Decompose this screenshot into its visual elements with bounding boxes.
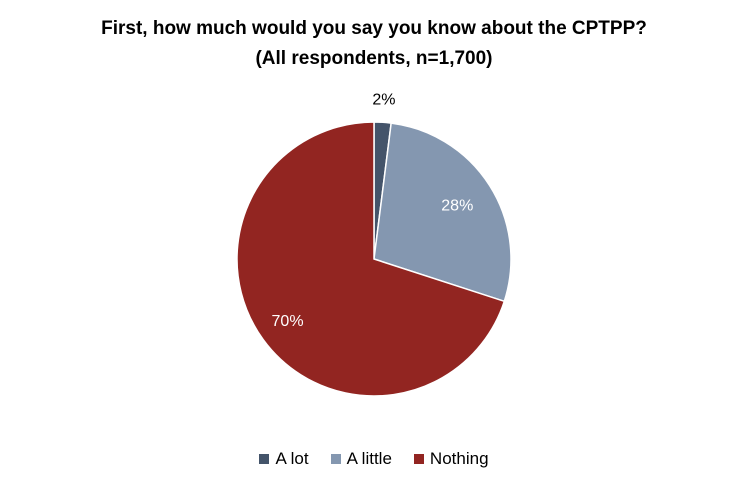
legend-item-nothing: Nothing [413,449,489,469]
data-label-a-lot: 2% [372,92,395,109]
legend-label-a-lot: A lot [275,449,309,468]
legend-label-a-little: A little [346,449,392,468]
legend-label-nothing: Nothing [429,449,489,468]
legend-swatch-a-lot [259,454,270,464]
pie-slice-nothing [236,121,506,397]
data-label-nothing: 70% [272,313,304,330]
legend-swatch-a-little [330,454,341,464]
pie-slice-a-little [373,122,512,303]
legend: A lot A little Nothing [0,449,748,469]
chart-title-line-1: First, how much would you say you know a… [101,18,647,39]
legend-item-a-lot: A lot [259,449,309,469]
data-label-a-little: 28% [441,197,473,214]
chart-title-line-2: (All respondents, n=1,700) [255,48,493,69]
legend-item-a-little: A little [330,449,392,469]
legend-swatch-nothing [413,454,424,464]
